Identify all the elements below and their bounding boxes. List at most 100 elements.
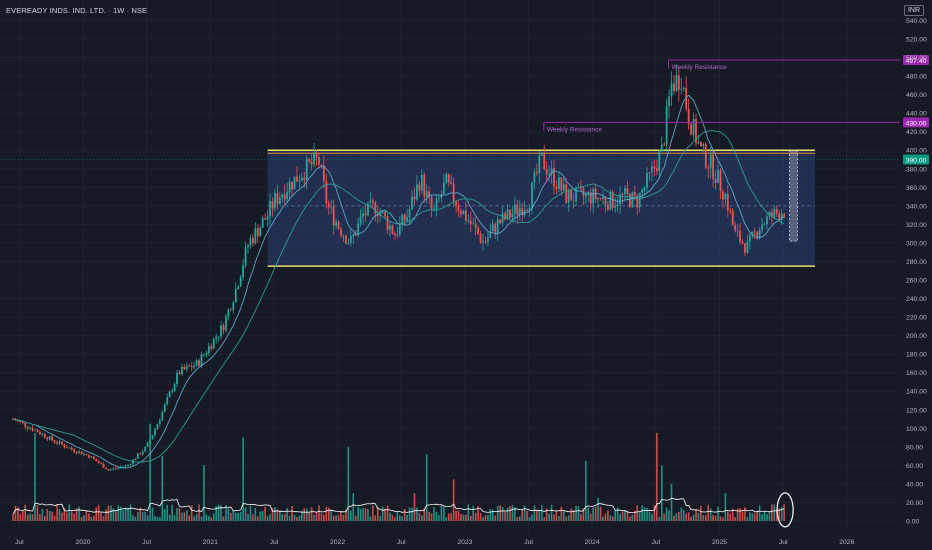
volume-bar[interactable] [12, 514, 14, 521]
volume-bar[interactable] [433, 507, 435, 521]
volume-bar[interactable] [19, 514, 22, 521]
candle[interactable] [393, 233, 396, 236]
candle[interactable] [609, 191, 612, 210]
price-axis[interactable]: 0.00 20.00 40.00 60.00 80.00 100.00 120.00 140.… [906, 18, 927, 526]
volume-bar[interactable] [46, 508, 49, 521]
volume-bar[interactable] [161, 456, 164, 521]
candle[interactable] [193, 365, 196, 368]
volume-bar[interactable] [41, 508, 44, 521]
candle[interactable] [467, 220, 470, 222]
volume-bar[interactable] [469, 515, 472, 521]
candle[interactable] [342, 235, 345, 237]
volume-bar[interactable] [675, 513, 678, 521]
candle[interactable] [455, 201, 457, 206]
candle[interactable] [731, 210, 734, 226]
candle[interactable] [337, 222, 340, 229]
candle[interactable] [227, 309, 230, 317]
volume-bar[interactable] [773, 504, 776, 521]
volume-bar[interactable] [271, 508, 274, 521]
volume-bar[interactable] [195, 514, 198, 521]
candle[interactable] [775, 208, 778, 214]
candle[interactable] [741, 241, 744, 244]
volume-bar[interactable] [766, 514, 768, 521]
candle[interactable] [668, 96, 670, 107]
volume-bar[interactable] [139, 507, 142, 521]
candle[interactable] [51, 436, 54, 441]
volume-bar[interactable] [75, 508, 78, 521]
volume-bar[interactable] [173, 515, 176, 521]
candle[interactable] [220, 325, 222, 337]
candle[interactable] [778, 213, 781, 220]
candle[interactable] [232, 302, 235, 310]
candle[interactable] [359, 216, 362, 224]
volume-bar[interactable] [536, 509, 538, 521]
candle[interactable] [702, 144, 705, 147]
volume-bar[interactable] [413, 493, 416, 521]
volume-bar[interactable] [234, 512, 237, 521]
volume-bar[interactable] [646, 507, 648, 521]
volume-bar[interactable] [247, 513, 249, 521]
volume-bar[interactable] [700, 505, 702, 521]
volume-bar[interactable] [264, 507, 266, 521]
volume-bar[interactable] [274, 507, 276, 521]
candle[interactable] [278, 197, 281, 204]
volume-bar[interactable] [707, 504, 710, 521]
candle[interactable] [156, 423, 159, 429]
candle[interactable] [374, 202, 377, 214]
volume-bar[interactable] [656, 432, 658, 521]
candle[interactable] [687, 109, 690, 125]
candle[interactable] [496, 219, 499, 233]
volume-bar[interactable] [406, 514, 408, 521]
candle[interactable] [528, 207, 531, 211]
volume-bar[interactable] [538, 509, 541, 521]
candle[interactable] [472, 223, 475, 225]
candle[interactable] [474, 223, 477, 228]
volume-bar[interactable] [95, 507, 98, 521]
candle[interactable] [526, 209, 528, 211]
volume-bar[interactable] [619, 514, 621, 521]
volume-bar[interactable] [604, 513, 607, 521]
candle[interactable] [558, 177, 560, 189]
volume-bar[interactable] [376, 506, 379, 521]
candle[interactable] [428, 191, 431, 197]
candle[interactable] [298, 180, 301, 182]
candle[interactable] [117, 467, 120, 469]
volume-bar[interactable] [237, 513, 240, 521]
candle[interactable] [239, 277, 242, 287]
candle[interactable] [641, 189, 644, 193]
candle[interactable] [489, 231, 492, 238]
volume-bar[interactable] [305, 508, 308, 521]
volume-bar[interactable] [310, 507, 313, 521]
volume-bar[interactable] [225, 504, 227, 521]
candle[interactable] [401, 214, 404, 224]
volume-bar[interactable] [746, 517, 749, 521]
volume-bar[interactable] [190, 505, 193, 521]
candle[interactable] [629, 193, 631, 207]
volume-bar[interactable] [780, 506, 783, 521]
candle[interactable] [491, 224, 494, 232]
candle[interactable] [677, 75, 680, 90]
candle[interactable] [48, 436, 51, 440]
candle[interactable] [313, 152, 315, 165]
volume-bar[interactable] [367, 509, 369, 521]
volume-bar[interactable] [580, 514, 582, 521]
candle[interactable] [357, 223, 360, 236]
volume-bar[interactable] [585, 460, 587, 521]
candle[interactable] [602, 197, 604, 199]
volume-bar[interactable] [222, 516, 225, 521]
volume-bar[interactable] [452, 479, 455, 521]
volume-bar[interactable] [134, 517, 137, 521]
volume-bar[interactable] [587, 507, 590, 521]
candle[interactable] [136, 453, 139, 459]
volume-bar[interactable] [727, 511, 729, 521]
volume-bar[interactable] [48, 510, 51, 521]
candle[interactable] [41, 433, 44, 435]
candle[interactable] [479, 233, 482, 243]
candle[interactable] [325, 180, 328, 204]
candle[interactable] [506, 209, 509, 220]
candle[interactable] [171, 391, 174, 392]
candle[interactable] [254, 228, 257, 244]
candle[interactable] [293, 176, 296, 190]
candle[interactable] [87, 454, 90, 458]
volume-bar[interactable] [697, 512, 700, 521]
